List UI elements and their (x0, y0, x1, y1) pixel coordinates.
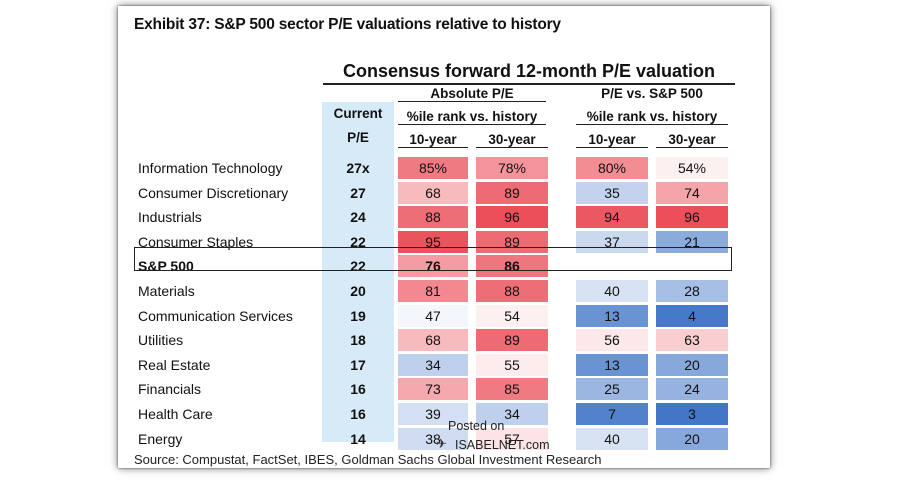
pctile-cell-r10: 94 (576, 206, 648, 229)
sector-name: Industrials (138, 209, 202, 226)
pctile-cell-a30: 88 (476, 280, 548, 302)
pctile-cell-r10: 13 (576, 353, 648, 376)
pctile-cell-a10: 88 (398, 206, 468, 229)
header-abs-10y: 10-year (398, 132, 468, 148)
sector-name: Financials (138, 381, 202, 398)
pctile-cell-a30: 57 (476, 427, 548, 450)
header-abs-30y: 30-year (476, 132, 548, 148)
sector-name: Information Technology (138, 160, 283, 176)
table-row: Materials 20 81 88 40 28 (118, 279, 770, 303)
pctile-cell-a10: 39 (398, 403, 468, 425)
pctile-cell-r30: 96 (656, 206, 728, 229)
table-row: Energy 14 38 57 40 20 (118, 427, 770, 451)
pctile-cell-a30: 55 (476, 353, 548, 376)
pctile-cell-r10: 40 (576, 280, 648, 302)
sector-name: Communication Services (138, 307, 293, 324)
pctile-cell-r30: 3 (656, 403, 728, 425)
sector-name: Utilities (138, 332, 184, 349)
pctile-cell-a30: 96 (476, 206, 548, 229)
watermark-line2: ISABELNET.com (455, 438, 550, 452)
table-row: Information Technology 27x 85% 78% 80% 54% (118, 156, 770, 180)
current-pe-value: 16 (350, 406, 366, 422)
pctile-cell-a30: 78% (476, 157, 548, 179)
current-pe-value: 27 (350, 184, 366, 201)
pctile-cell-a10: 47 (398, 304, 468, 327)
header-relative-pe: P/E vs. S&P 500 (601, 86, 703, 101)
header-rel-pctile: %ile rank vs. history (576, 109, 728, 125)
globe-icon: ✈ (436, 436, 447, 451)
header-pe: P/E (347, 130, 369, 145)
pctile-cell-a10: 85% (398, 157, 468, 179)
current-pe-value: 22 (350, 233, 366, 250)
pctile-cell-r10: 7 (576, 403, 648, 425)
pctile-cell-r10: 13 (576, 304, 648, 327)
sector-name: Materials (138, 283, 195, 299)
pctile-cell-a30: 34 (476, 403, 548, 425)
pctile-cell-r10: 35 (576, 181, 648, 204)
header-rel-10y: 10-year (576, 132, 648, 148)
pctile-cell-r30: 28 (656, 280, 728, 302)
pctile-cell-a30: 85 (476, 378, 548, 401)
pctile-cell-r30: 4 (656, 304, 728, 327)
pctile-cell-r10: 80% (576, 157, 648, 179)
table-row: Real Estate 17 34 55 13 20 (118, 353, 770, 377)
pctile-cell-a10: 68 (398, 329, 468, 352)
current-pe-value: 17 (350, 356, 366, 373)
table-subtitle: Consensus forward 12-month P/E valuation (323, 61, 735, 85)
pctile-cell-a30: 54 (476, 304, 548, 327)
pctile-cell-a10: 34 (398, 353, 468, 376)
header-absolute-pe: Absolute P/E (398, 86, 546, 102)
pctile-cell-a10: 81 (398, 280, 468, 302)
pctile-cell-r30: 20 (656, 353, 728, 376)
pctile-cell-a10: 73 (398, 378, 468, 401)
table-row: Utilities 18 68 89 56 63 (118, 328, 770, 352)
current-pe-column-band (322, 102, 394, 442)
pctile-cell-a10: 68 (398, 181, 468, 204)
current-pe-value: 18 (350, 332, 366, 349)
sector-name: Energy (138, 430, 183, 447)
table-row: Communication Services 19 47 54 13 4 (118, 304, 770, 328)
sector-name: Consumer Discretionary (138, 184, 289, 201)
current-pe-value: 20 (350, 283, 366, 299)
header-current: Current (333, 106, 383, 121)
pctile-cell-r10: 25 (576, 378, 648, 401)
sector-name: Health Care (138, 406, 213, 422)
current-pe-value: 24 (350, 209, 366, 226)
sector-name: Real Estate (138, 356, 211, 373)
pctile-cell-r30: 54% (656, 157, 728, 179)
current-pe-value: 27x (346, 160, 370, 176)
sector-name: Consumer Staples (138, 233, 254, 250)
pctile-cell-r30: 24 (656, 378, 728, 401)
table-row: Health Care 16 39 34 7 3 (118, 402, 770, 426)
pctile-cell-a30: 89 (476, 329, 548, 352)
pctile-cell-r30: 20 (656, 427, 728, 450)
pctile-cell-a10: 38 (398, 427, 468, 450)
source-note: Source: Compustat, FactSet, IBES, Goldma… (134, 452, 602, 467)
pctile-cell-r10: 40 (576, 427, 648, 450)
header-abs-pctile: %ile rank vs. history (398, 109, 546, 125)
pctile-cell-a30: 89 (476, 181, 548, 204)
table-row: Financials 16 73 85 25 24 (118, 377, 770, 401)
current-pe-value: 16 (350, 381, 366, 398)
current-pe-value: 14 (350, 430, 366, 447)
pctile-cell-r10: 56 (576, 329, 648, 352)
exhibit-card: Exhibit 37: S&P 500 sector P/E valuation… (118, 6, 770, 468)
pctile-cell-r30: 63 (656, 329, 728, 352)
sp500-row-outline (134, 247, 732, 271)
table-row: Consumer Discretionary 27 68 89 35 74 (118, 181, 770, 205)
header-rel-30y: 30-year (656, 132, 728, 148)
watermark-line1: Posted on (448, 419, 505, 433)
exhibit-title: Exhibit 37: S&P 500 sector P/E valuation… (134, 16, 561, 33)
table-row: Industrials 24 88 96 94 96 (118, 205, 770, 229)
current-pe-value: 19 (350, 307, 366, 324)
pctile-cell-r30: 74 (656, 181, 728, 204)
